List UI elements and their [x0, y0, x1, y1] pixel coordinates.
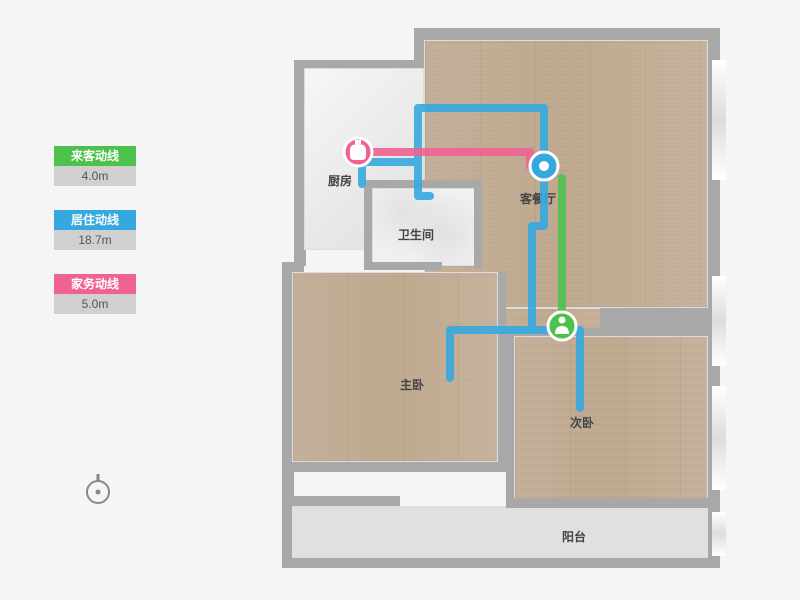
room-living: [424, 40, 708, 308]
wall-interior: [506, 328, 604, 336]
wall-interior: [506, 498, 708, 508]
wall-interior: [292, 496, 400, 506]
wall-interior: [292, 462, 498, 472]
room-balcony: [292, 506, 708, 558]
label-second: 次卧: [570, 414, 594, 431]
room-second: [514, 336, 708, 506]
label-bathroom: 卫生间: [398, 226, 434, 243]
legend-item-living: 居住动线 18.7m: [54, 210, 136, 250]
legend-guest-label: 来客动线: [54, 146, 136, 166]
window: [712, 512, 726, 556]
window: [712, 60, 726, 180]
label-kitchen: 厨房: [328, 172, 352, 189]
label-master: 主卧: [400, 376, 424, 393]
wall-interior: [600, 308, 708, 336]
wall: [414, 28, 720, 40]
wall-interior: [364, 180, 482, 188]
wall-interior: [364, 180, 372, 268]
legend: 来客动线 4.0m 居住动线 18.7m 家务动线 5.0m: [54, 146, 136, 338]
room-master: [292, 272, 498, 462]
window: [712, 386, 726, 490]
wall-interior: [364, 262, 442, 270]
window: [712, 276, 726, 366]
floorplan: 厨房 卫生间 客餐厅 主卧 次卧 阳台: [282, 16, 730, 584]
compass-icon: [80, 470, 116, 506]
wall-interior: [474, 180, 482, 268]
legend-guest-value: 4.0m: [54, 166, 136, 186]
legend-living-label: 居住动线: [54, 210, 136, 230]
label-living: 客餐厅: [520, 190, 556, 207]
legend-living-value: 18.7m: [54, 230, 136, 250]
label-balcony: 阳台: [562, 528, 586, 545]
wall-interior: [506, 328, 514, 506]
legend-chore-value: 5.0m: [54, 294, 136, 314]
legend-item-guest: 来客动线 4.0m: [54, 146, 136, 186]
legend-item-chore: 家务动线 5.0m: [54, 274, 136, 314]
legend-chore-label: 家务动线: [54, 274, 136, 294]
wall-interior: [498, 272, 506, 472]
